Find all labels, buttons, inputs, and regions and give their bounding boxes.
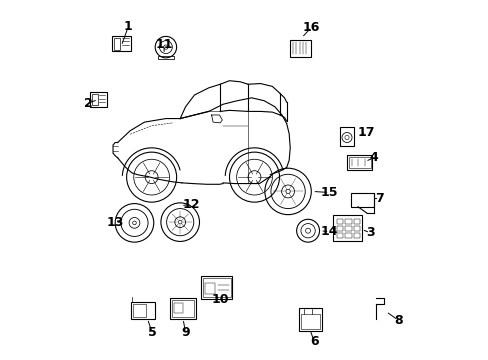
Text: 12: 12 <box>183 198 200 211</box>
Bar <box>205 283 215 294</box>
Bar <box>90 93 107 107</box>
Bar <box>350 193 373 207</box>
Text: 3: 3 <box>365 226 374 239</box>
Text: 17: 17 <box>357 126 375 139</box>
Bar <box>336 233 343 238</box>
Text: 16: 16 <box>303 21 320 33</box>
Bar <box>131 302 155 319</box>
Text: 14: 14 <box>320 225 338 238</box>
Bar <box>353 226 360 231</box>
Bar <box>346 155 372 170</box>
Bar <box>298 307 322 331</box>
Bar <box>348 157 370 168</box>
Bar <box>201 276 232 298</box>
Bar <box>157 56 174 59</box>
Text: 13: 13 <box>106 216 123 229</box>
Text: 1: 1 <box>124 20 133 33</box>
Bar <box>300 314 320 329</box>
Bar <box>92 94 98 105</box>
Bar <box>114 38 120 50</box>
Text: 2: 2 <box>83 97 92 110</box>
Text: 5: 5 <box>148 327 156 339</box>
Bar <box>353 219 360 224</box>
Bar <box>332 215 362 242</box>
Text: 6: 6 <box>309 335 318 348</box>
Bar <box>290 40 310 57</box>
Text: 7: 7 <box>374 192 383 205</box>
Bar <box>112 36 131 51</box>
Bar <box>345 219 351 224</box>
Bar <box>170 298 196 319</box>
Text: 11: 11 <box>155 39 173 51</box>
Bar <box>336 219 343 224</box>
Bar <box>336 226 343 231</box>
Bar <box>345 226 351 231</box>
Text: 4: 4 <box>368 151 377 165</box>
Bar <box>132 304 146 317</box>
Text: 10: 10 <box>211 293 228 306</box>
Bar <box>203 278 230 297</box>
Bar <box>172 300 194 317</box>
Bar <box>340 127 353 146</box>
Bar <box>345 233 351 238</box>
Text: 9: 9 <box>181 327 189 339</box>
Text: 15: 15 <box>320 186 338 199</box>
Bar <box>353 233 360 238</box>
Bar <box>173 303 183 313</box>
Text: 8: 8 <box>393 314 402 327</box>
